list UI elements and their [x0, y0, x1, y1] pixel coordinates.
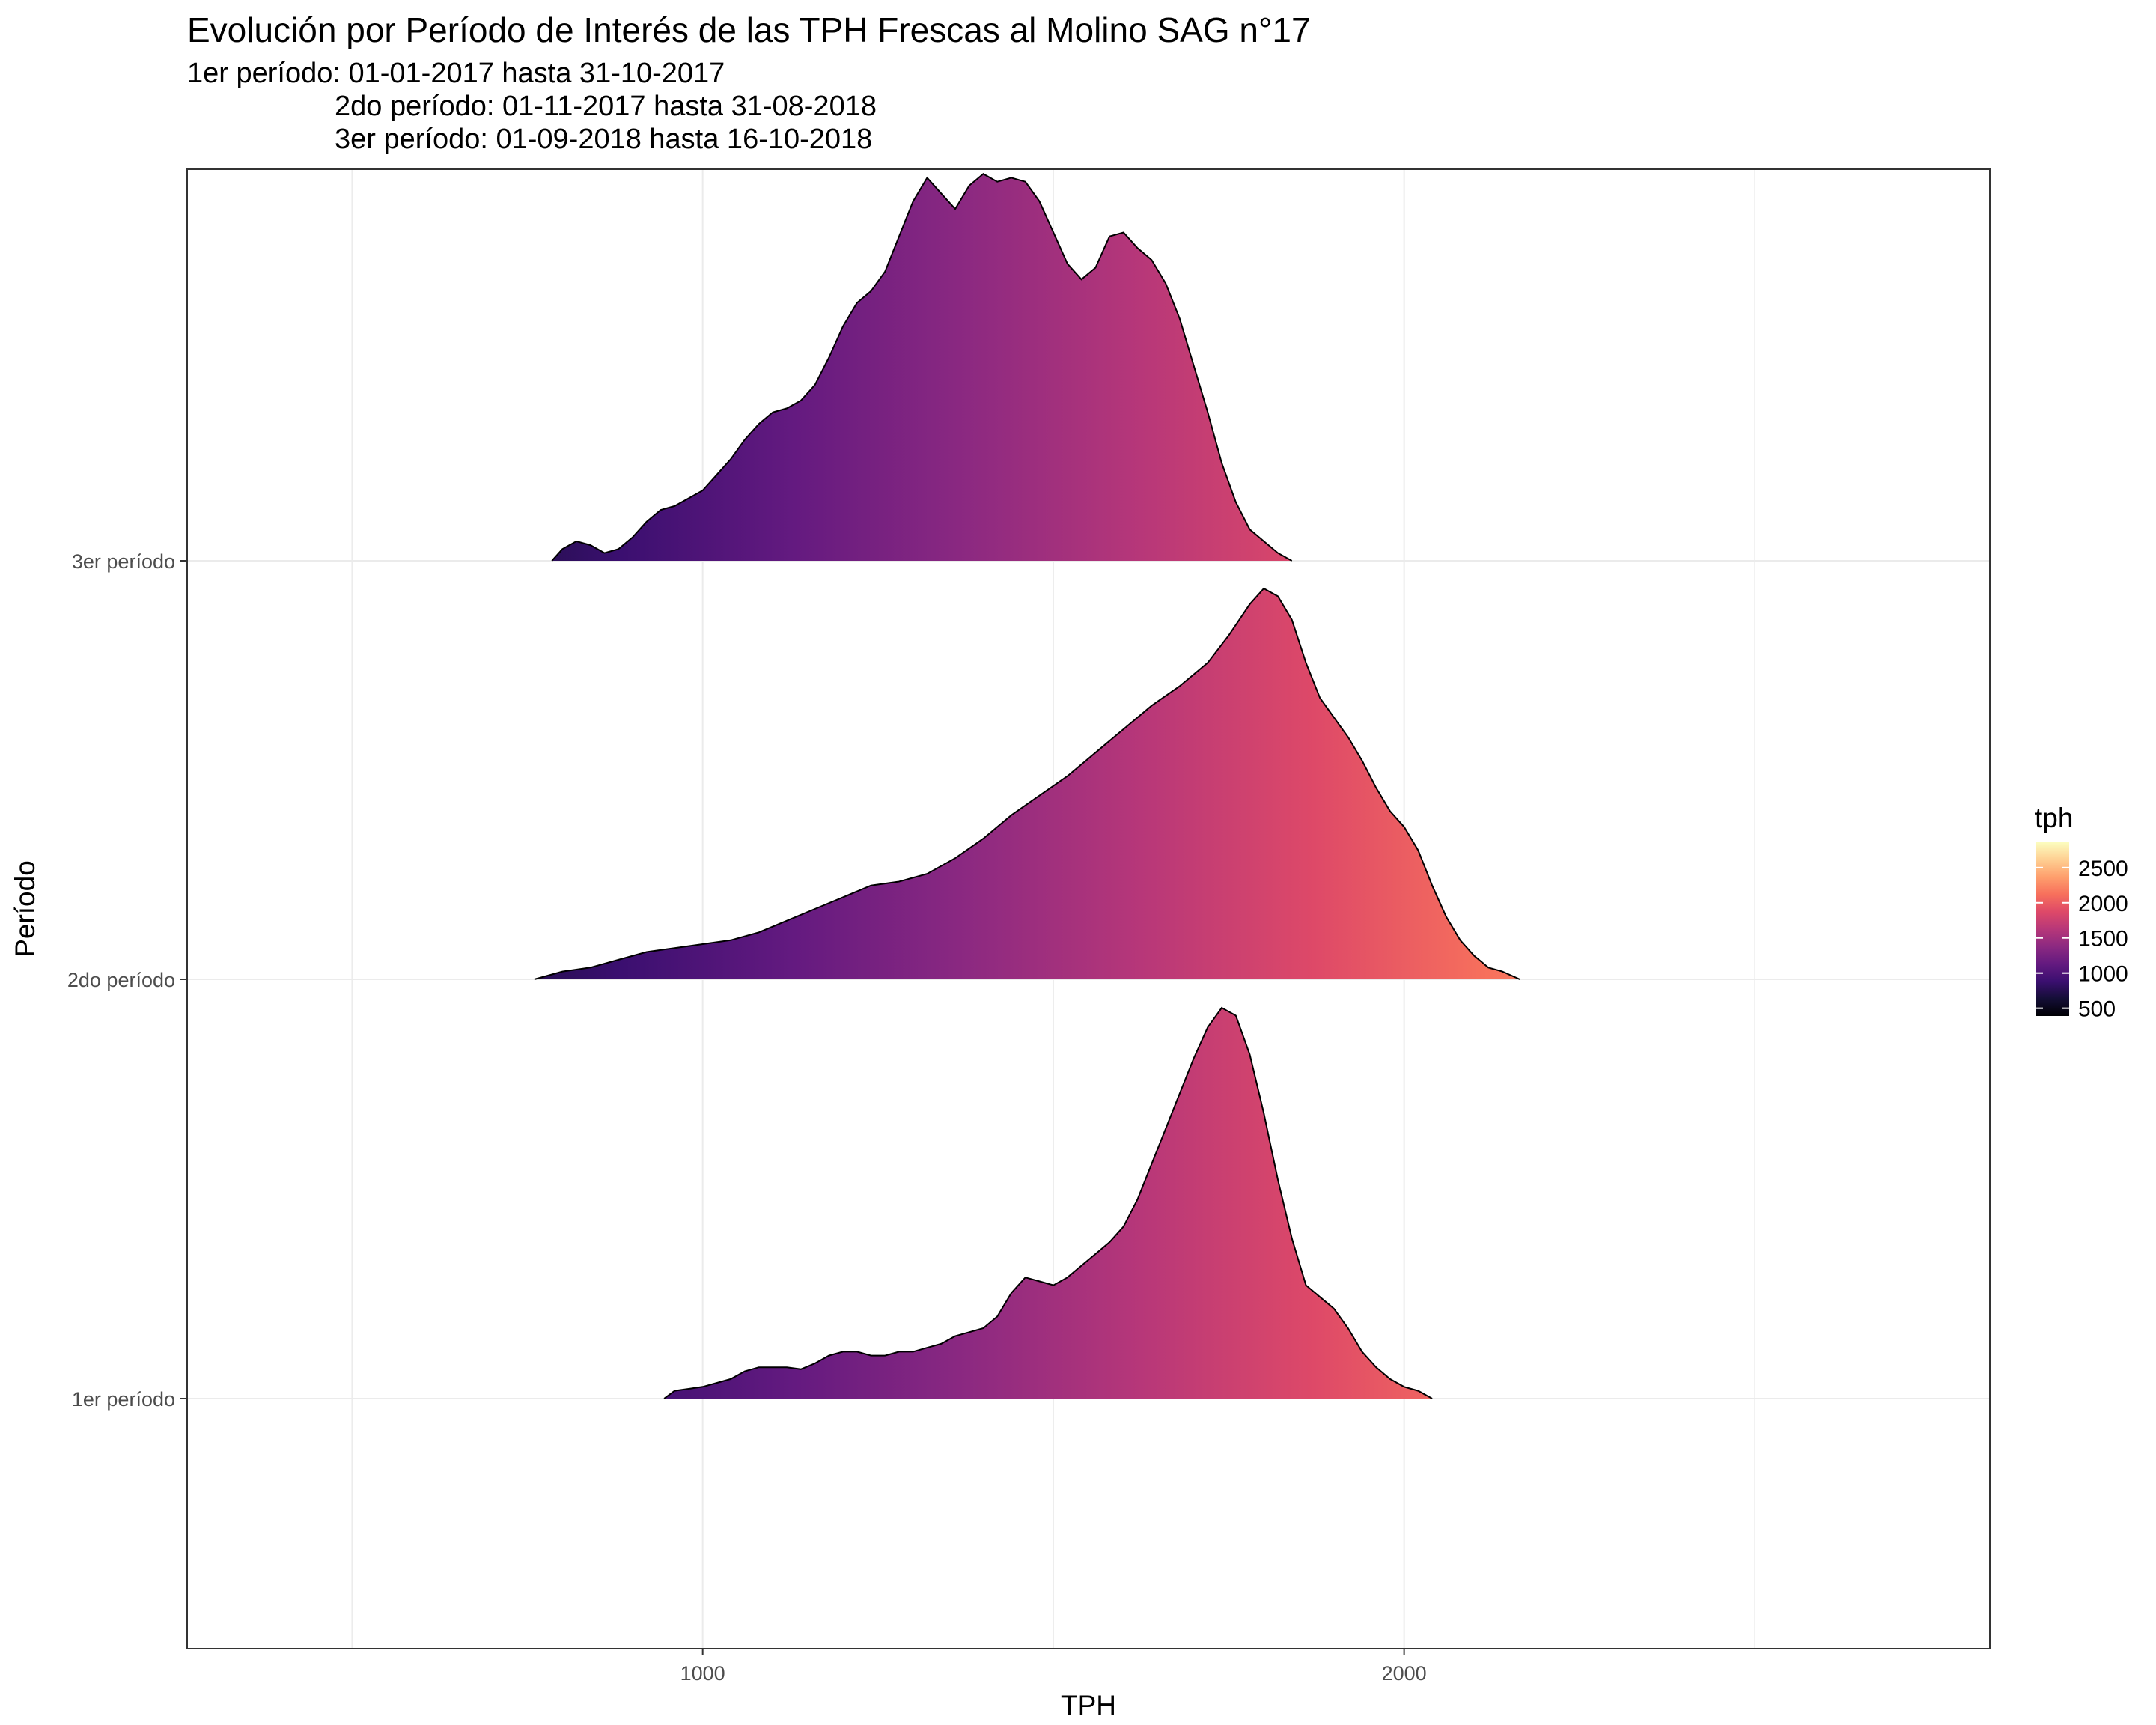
ridge-outline-1 — [534, 587, 1520, 980]
chart-subtitle-line-1: 1er período: 01-01-2017 hasta 31-10-2017 — [187, 58, 725, 89]
ridge-outline-2 — [551, 172, 1293, 562]
legend-title: tph — [2035, 803, 2073, 833]
x-tick-label-1000: 1000 — [680, 1662, 725, 1685]
legend-colorbar — [2036, 842, 2069, 1016]
y-tick-label-2: 3er período — [72, 550, 175, 573]
ridge-fill-2 — [552, 174, 1292, 561]
y-tick-label-0: 1er período — [72, 1388, 175, 1411]
legend-tick-label-2000: 2000 — [2078, 892, 2128, 916]
chart-subtitle-line-3: 3er período: 01-09-2018 hasta 16-10-2018 — [335, 124, 872, 155]
density-ridges — [534, 172, 1520, 1399]
ridge-outline-0 — [663, 1006, 1433, 1399]
legend-tick-label-500: 500 — [2078, 997, 2116, 1022]
legend-tick-label-2500: 2500 — [2078, 857, 2128, 881]
x-axis: 1000 2000 — [680, 1649, 1427, 1685]
legend-tick-label-1000: 1000 — [2078, 962, 2128, 987]
x-tick-label-2000: 2000 — [1382, 1662, 1427, 1685]
y-tick-label-1: 2do período — [67, 969, 175, 991]
legend-tick-label-1500: 1500 — [2078, 927, 2128, 952]
legend-ticks: 500 1000 1500 2000 2500 — [2036, 857, 2128, 1022]
color-legend: tph 500 1000 1500 2000 2500 — [2035, 803, 2128, 1022]
chart-subtitle-line-2: 2do período: 01-11-2017 hasta 31-08-2018 — [335, 91, 877, 122]
ridge-fill-0 — [664, 1008, 1433, 1399]
x-axis-title: TPH — [1061, 1690, 1116, 1721]
plot-border — [186, 168, 1991, 1649]
chart-title: Evolución por Período de Interés de las … — [187, 10, 1311, 49]
ridge-fill-1 — [534, 588, 1520, 979]
y-axis: 1er período 2do período 3er período — [67, 550, 187, 1411]
y-axis-title: Período — [10, 860, 40, 958]
